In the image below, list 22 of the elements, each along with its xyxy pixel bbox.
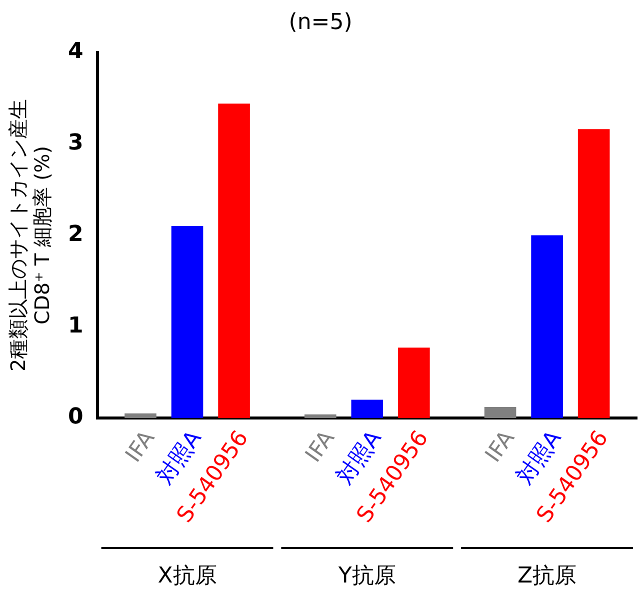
- text: IFA: [480, 426, 520, 468]
- x-tick-label: Y抗原: [337, 564, 396, 589]
- y-axis-title: 2種類以上のサイトカイン産生 CD8⁺ T 細胞率 (%): [6, 98, 54, 372]
- bar: [578, 129, 610, 418]
- y-tick-label: 4: [68, 39, 84, 64]
- bar: [124, 413, 156, 418]
- bar: [171, 226, 204, 418]
- bar: [531, 235, 563, 418]
- x-tick-label: X抗原: [158, 564, 217, 589]
- x-tick-label: Z抗原: [518, 564, 577, 589]
- bar: [484, 407, 516, 418]
- y-tick-label: 1: [68, 313, 84, 338]
- y-tick-label: 2: [68, 222, 84, 247]
- bar: [351, 400, 384, 418]
- y-tick-label: 0: [68, 404, 84, 430]
- y-tick-label: 3: [68, 130, 84, 156]
- bar: [218, 104, 250, 418]
- text: IFA: [121, 426, 160, 468]
- text: IFA: [301, 426, 340, 468]
- bar: [304, 414, 336, 418]
- chart-title: (n=5): [288, 10, 352, 35]
- bar: [398, 348, 430, 418]
